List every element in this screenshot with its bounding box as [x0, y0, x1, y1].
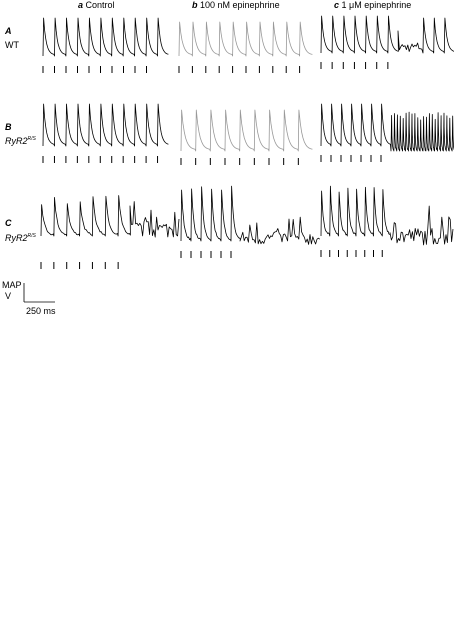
column-letter: a — [78, 0, 83, 10]
row-letter: B — [5, 122, 12, 132]
column-header: a Control — [78, 0, 115, 10]
column-letter: b — [192, 0, 198, 10]
column-header: b 100 nM epinephrine — [192, 0, 280, 10]
row-label: RyR2R/S — [5, 233, 37, 243]
map-trace — [180, 185, 321, 245]
map-trace — [320, 185, 454, 246]
map-trace — [178, 21, 313, 57]
map-trace — [40, 195, 180, 238]
scale-label: 250 ms — [26, 306, 56, 316]
map-trace — [42, 103, 169, 147]
row-letter: C — [5, 218, 12, 228]
row-label-main: RyR2 — [5, 136, 28, 146]
map-trace — [320, 15, 454, 54]
column-letter: c — [334, 0, 339, 10]
row-label-main: RyR2 — [5, 233, 28, 243]
row-label: WT — [5, 40, 19, 50]
scale-label: V — [5, 291, 11, 301]
row-label-superscript: R/S — [28, 136, 37, 142]
row-label-superscript: R/S — [28, 233, 37, 239]
column-header: c 1 μM epinephrine — [334, 0, 411, 10]
map-trace — [320, 103, 454, 152]
row-label: RyR2R/S — [5, 136, 37, 146]
map-trace — [42, 17, 169, 57]
row-letter: A — [4, 26, 12, 36]
scale-label: MAP — [2, 280, 22, 290]
column-label: Control — [86, 0, 115, 10]
map-trace — [180, 109, 313, 152]
column-label: 1 μM epinephrine — [342, 0, 412, 10]
column-label: 100 nM epinephrine — [200, 0, 280, 10]
